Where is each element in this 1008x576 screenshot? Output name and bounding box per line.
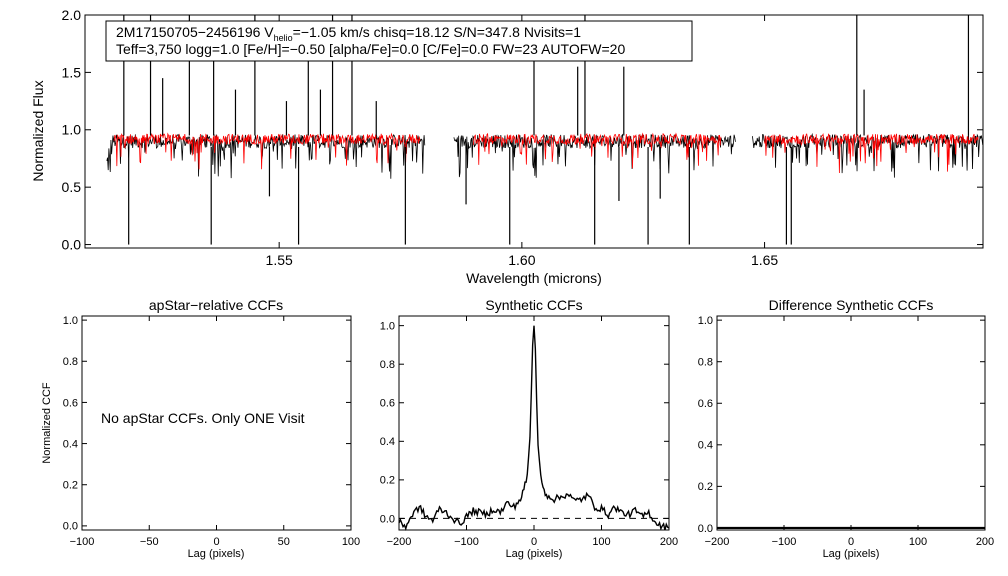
apstar-ccf-x-tick-label: 50 xyxy=(278,536,290,548)
synthetic-ccf-y-tick-label: 0.4 xyxy=(380,436,395,448)
difference-ccf-y-tick-label: 0.2 xyxy=(698,481,713,493)
synthetic-ccf-y-tick-label: 1.0 xyxy=(380,320,395,332)
synthetic-ccf-panel: Synthetic CCFs −200 −100 0 100 200 0.0 0.2 0.4… xyxy=(380,297,678,560)
synthetic-ccf-x-tick-label: 200 xyxy=(660,536,678,548)
synthetic-ccf-y-ticks: 0.0 0.2 0.4 0.6 0.8 1.0 xyxy=(380,320,669,525)
apstar-ccf-x-tick-label: 0 xyxy=(213,536,219,548)
apstar-ccf-x-tick-label: 100 xyxy=(342,536,360,548)
apstar-ccf-y-tick-label: 1.0 xyxy=(63,315,78,327)
apstar-ccf-y-tick-label: 0.2 xyxy=(63,480,78,492)
difference-ccf-y-tick-label: 0.0 xyxy=(698,523,713,535)
synthetic-ccf-title: Synthetic CCFs xyxy=(485,297,582,313)
spectrum-y-tick-label: 0.5 xyxy=(62,179,82,195)
spectrum-panel: 1.55 1.60 1.65 0.0 0.5 1.0 1.5 2.0 Wavelength … xyxy=(30,7,984,286)
difference-ccf-y-tick-label: 0.8 xyxy=(698,357,713,369)
difference-ccf-title: Difference Synthetic CCFs xyxy=(769,297,934,313)
info-line1-suffix: =−1.05 km/s chisq=18.12 S/N=347.8 Nvisit… xyxy=(293,24,582,40)
apstar-ccf-y-tick-label: 0.8 xyxy=(63,356,78,368)
apstar-ccf-x-tick-label: −50 xyxy=(140,536,159,548)
apstar-ccf-panel: apStar−relative CCFs −100 −50 0 50 100 0.00.… xyxy=(41,297,360,560)
difference-ccf-x-tick-label: −100 xyxy=(772,536,797,548)
apstar-ccf-y-axis-label: Normalized CCF xyxy=(41,382,53,464)
synthetic-ccf-x-tick-label: 0 xyxy=(531,536,537,548)
difference-ccf-x-tick-label: 100 xyxy=(909,536,927,548)
spectrum-x-ticks: 1.55 1.60 1.65 xyxy=(266,15,778,268)
synthetic-ccf-line xyxy=(398,325,670,532)
synthetic-ccf-x-ticks: −200 −100 0 100 200 xyxy=(387,316,678,548)
difference-ccf-x-tick-label: 200 xyxy=(976,536,994,548)
difference-ccf-y-ticks: 0.0 0.2 0.4 0.6 0.8 1.0 xyxy=(698,315,985,535)
model-spectrum-line-chip-3 xyxy=(764,133,979,174)
difference-ccf-frame xyxy=(716,315,986,531)
info-box-line-2: Teff=3,750 logg=1.0 [Fe/H]=−0.50 [alpha/… xyxy=(116,41,625,57)
synthetic-ccf-y-tick-label: 0.0 xyxy=(380,513,395,525)
spectrum-y-tick-label: 0.0 xyxy=(62,236,82,252)
spectrum-x-tick-label: 1.55 xyxy=(266,252,293,268)
info-line1-subscript: helio xyxy=(274,33,293,43)
observed-spectrum-line-chip-1 xyxy=(106,133,426,179)
apstar-ccf-x-tick-label: −100 xyxy=(70,536,95,548)
difference-ccf-x-axis-label: Lag (pixels) xyxy=(823,548,880,560)
apstar-ccf-message: No apStar CCFs. Only ONE Visit xyxy=(101,410,305,426)
apstar-ccf-y-ticks: 0.0 0.2 0.4 0.6 0.8 1.0 xyxy=(63,315,351,533)
info-line1-prefix: 2M17150705−2456196 V xyxy=(116,24,274,40)
model-spectrum-line-chip-1 xyxy=(113,132,421,170)
spectrum-y-axis-label: Normalized Flux xyxy=(30,80,46,181)
synthetic-ccf-x-tick-label: −200 xyxy=(387,536,412,548)
synthetic-ccf-frame xyxy=(398,315,670,531)
difference-ccf-x-ticks: −200 −100 0 100 200 xyxy=(705,316,994,548)
spectrum-y-ticks: 0.0 0.5 1.0 1.5 2.0 xyxy=(62,7,983,252)
difference-ccf-y-tick-label: 0.6 xyxy=(698,398,713,410)
apstar-ccf-y-tick-label: 0.0 xyxy=(63,521,78,533)
apstar-ccf-title: apStar−relative CCFs xyxy=(149,297,283,313)
model-spectrum-line-chip-2 xyxy=(472,132,722,169)
spectrum-x-tick-label: 1.65 xyxy=(751,252,778,268)
synthetic-ccf-x-tick-label: 100 xyxy=(592,536,610,548)
spectrum-data xyxy=(106,15,983,245)
apstar-ccf-x-axis-label: Lag (pixels) xyxy=(188,548,245,560)
synthetic-ccf-x-tick-label: −100 xyxy=(454,536,479,548)
synthetic-ccf-x-axis-label: Lag (pixels) xyxy=(506,548,563,560)
difference-ccf-panel: Difference Synthetic CCFs −200 −100 0 100 20… xyxy=(698,297,994,560)
spectrum-y-tick-label: 1.5 xyxy=(62,64,82,80)
apstar-ccf-y-tick-label: 0.4 xyxy=(63,438,78,450)
synthetic-ccf-y-tick-label: 0.2 xyxy=(380,475,395,487)
difference-ccf-y-tick-label: 1.0 xyxy=(698,315,713,327)
synthetic-ccf-y-tick-label: 0.6 xyxy=(380,398,395,410)
difference-ccf-x-tick-label: 0 xyxy=(848,536,854,548)
info-box-frame xyxy=(105,20,693,62)
spectrum-y-tick-label: 1.0 xyxy=(62,122,82,138)
spectrum-info-box: 2M17150705−2456196 Vhelio=−1.05 km/s chi… xyxy=(105,20,693,62)
difference-ccf-x-tick-label: −200 xyxy=(705,536,730,548)
spectrum-x-tick-label: 1.60 xyxy=(508,252,535,268)
apstar-ccf-x-ticks: −100 −50 0 50 100 xyxy=(70,316,360,548)
spectrum-plot-frame xyxy=(84,14,984,249)
spectrum-x-axis-label: Wavelength (microns) xyxy=(466,270,602,286)
spectrum-y-tick-label: 2.0 xyxy=(62,7,82,23)
info-box-line-1: 2M17150705−2456196 Vhelio=−1.05 km/s chi… xyxy=(116,24,581,43)
synthetic-ccf-data xyxy=(398,325,670,532)
synthetic-ccf-y-tick-label: 0.8 xyxy=(380,359,395,371)
difference-ccf-y-tick-label: 0.4 xyxy=(698,440,713,452)
apstar-ccf-y-tick-label: 0.6 xyxy=(63,397,78,409)
